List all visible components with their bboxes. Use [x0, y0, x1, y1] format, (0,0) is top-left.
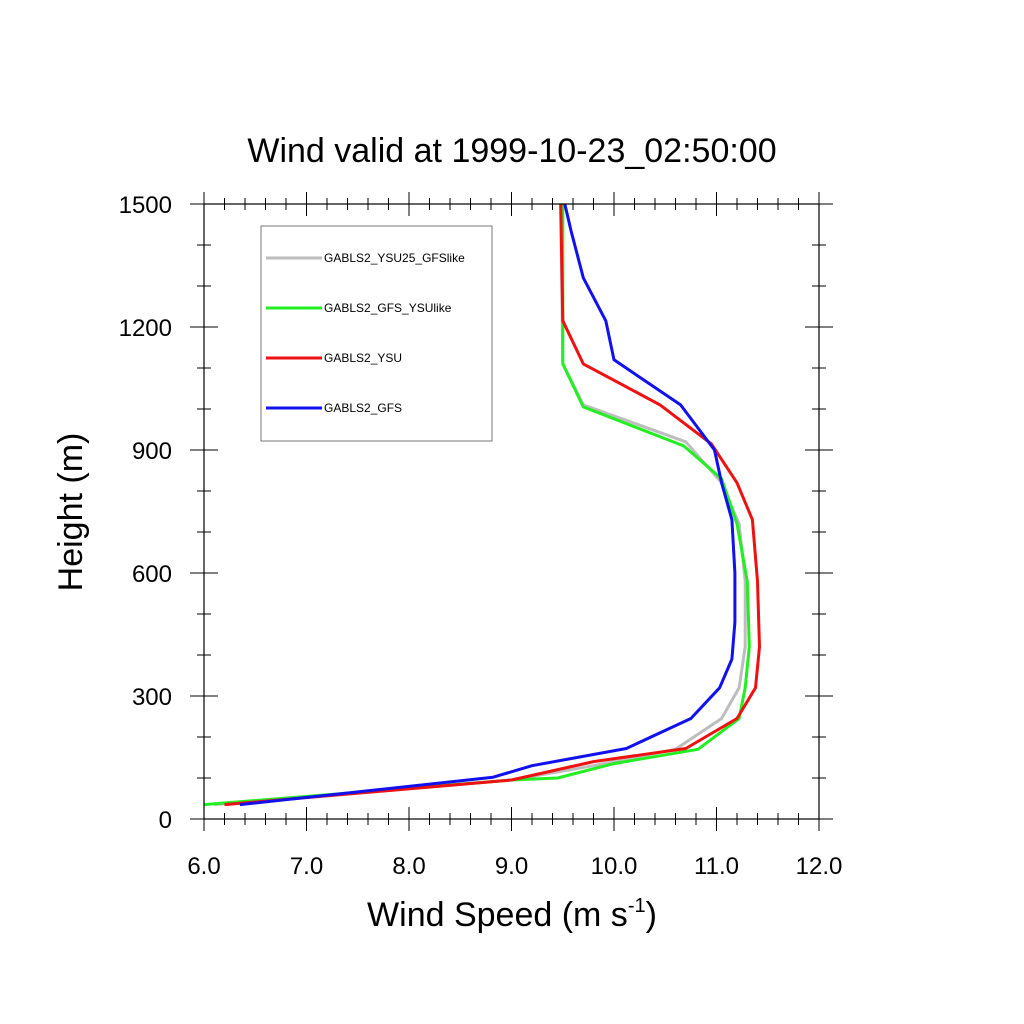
legend-items: GABLS2_YSU25_GFSlike GABLS2_GFS_YSUlike GA…: [266, 251, 465, 415]
x-tick-label: 9.0: [495, 853, 528, 880]
legend: GABLS2_YSU25_GFSlike GABLS2_GFS_YSUlike GA…: [260, 225, 493, 442]
chart-title: Wind valid at 1999-10-23_02:50:00: [247, 132, 776, 170]
y-tick-label: 1200: [119, 315, 172, 342]
series-line-3: [224, 203, 761, 807]
x-tick-label: 12.0: [796, 853, 843, 880]
x-axis-label-superscript: -1: [628, 895, 646, 917]
y-tick-label: 1500: [119, 192, 172, 219]
series-line-1: [214, 203, 747, 807]
y-tick-label: 900: [132, 438, 172, 465]
y-tick-labels: 0 300 600 900 1200 1500: [119, 192, 172, 834]
y-tick-label: 600: [132, 561, 172, 588]
legend-label-2: GABLS2_GFS_YSUlike: [324, 301, 452, 315]
legend-label-4: GABLS2_GFS: [324, 401, 402, 415]
x-axis-label-main: Wind Speed (m s: [367, 896, 628, 934]
x-tick-label: 7.0: [290, 853, 323, 880]
x-axis-label-close: ): [646, 896, 657, 934]
x-tick-label: 11.0: [694, 853, 739, 880]
series-layer: [203, 203, 761, 807]
x-tick-label: 6.0: [187, 853, 220, 880]
legend-box: [260, 225, 493, 442]
ticks-layer: [190, 192, 833, 831]
x-tick-label: 8.0: [392, 853, 425, 880]
x-tick-labels: 6.0 7.0 8.0 9.0 10.0 11.0 12.0: [187, 853, 842, 880]
y-axis-label: Height (m): [52, 433, 90, 592]
legend-label-3: GABLS2_YSU: [324, 351, 402, 365]
x-axis-label: Wind Speed (m s-1): [367, 895, 657, 934]
y-tick-label: 0: [159, 807, 172, 834]
legend-label-1: GABLS2_YSU25_GFSlike: [324, 251, 465, 265]
series-line-2: [203, 204, 751, 807]
x-tick-label: 10.0: [591, 853, 638, 880]
y-tick-label: 300: [132, 684, 172, 711]
series-line-4: [239, 203, 737, 807]
